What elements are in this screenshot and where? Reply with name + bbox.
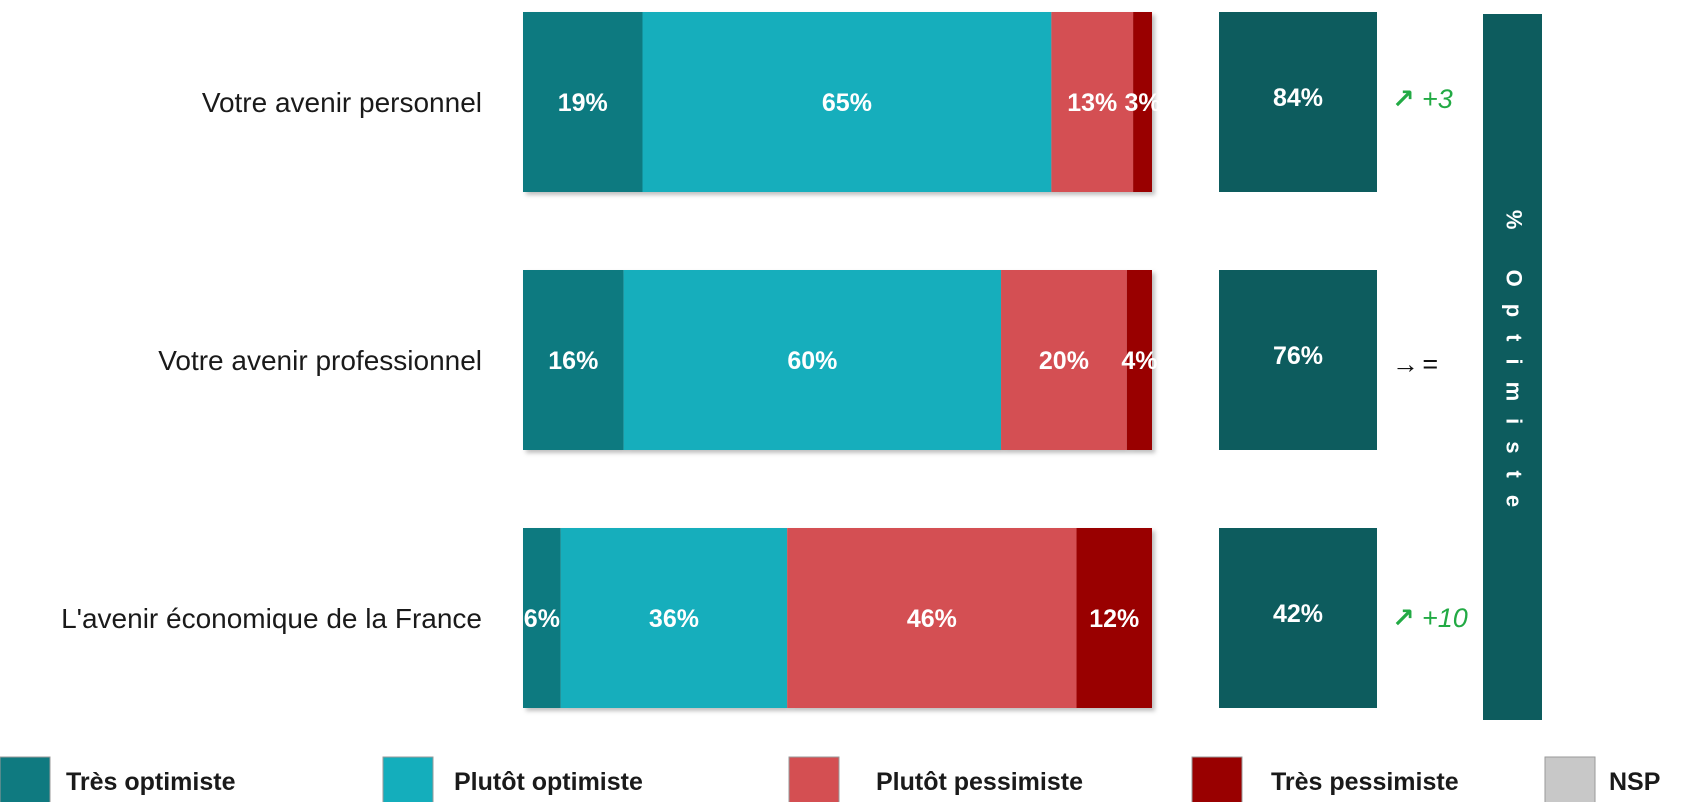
trend-layer: ↗ +3→ =↗ +10 (1392, 84, 1468, 633)
bar-segment (1001, 270, 1127, 450)
optimiste-total-label: 42% (1273, 600, 1323, 628)
bar-segment (560, 528, 788, 708)
trend-value: +3 (1422, 84, 1453, 114)
category-label: Votre avenir professionnel (158, 345, 482, 376)
segment-label: 65% (822, 89, 872, 117)
segment-label: 12% (1089, 605, 1139, 633)
segment-label: 46% (907, 605, 957, 633)
bar-segment (1133, 12, 1152, 192)
category-label: Votre avenir personnel (202, 87, 482, 118)
segment-label: 36% (649, 605, 699, 633)
legend-swatch (0, 756, 51, 802)
trend-indicator: ↗ +3 (1392, 84, 1453, 114)
legend-swatch (788, 756, 840, 802)
legend-label: NSP (1609, 768, 1660, 796)
trend-indicator: → = (1392, 349, 1438, 379)
bars-layer: Votre avenir personnel 19% 65% 13% 3% Votre a… (61, 12, 1161, 708)
legend-item: NSP (1544, 756, 1660, 802)
optimiste-total-box (1219, 528, 1377, 708)
optimiste-total-box (1219, 270, 1377, 450)
bar-segment (523, 12, 643, 192)
legend-item: Plutôt pessimiste (788, 756, 1083, 802)
optimiste-panel-bg (1483, 14, 1542, 720)
legend-label: Plutôt pessimiste (876, 768, 1083, 796)
bar-segment (787, 528, 1077, 708)
bar-segment (523, 528, 561, 708)
stacked-bar (523, 528, 1152, 708)
trend-arrow-icon: → (1392, 349, 1419, 379)
category-label: L'avenir économique de la France (61, 603, 482, 634)
segment-label: 4% (1121, 347, 1157, 375)
optimiste-total-label: 84% (1273, 84, 1323, 112)
trend-value: +10 (1422, 603, 1468, 633)
optimiste-panel: % Optimiste (1483, 14, 1542, 720)
segment-label: 3% (1124, 89, 1160, 117)
legend-swatch (1544, 756, 1596, 802)
legend-item: Très pessimiste (1191, 756, 1459, 802)
legend-item: Très optimiste (0, 756, 236, 802)
bar-segment (623, 270, 1002, 450)
bar-segment (1076, 528, 1152, 708)
stacked-bar (523, 12, 1152, 192)
bar-segment (1051, 12, 1134, 192)
trend-value: = (1422, 349, 1438, 379)
stacked-bar (523, 270, 1152, 450)
segment-label: 6% (524, 605, 560, 633)
legend-swatch (382, 756, 434, 802)
trend-indicator: ↗ +10 (1392, 603, 1468, 633)
bar-segment (642, 12, 1052, 192)
segment-label: 19% (558, 89, 608, 117)
legend-label: Très optimiste (66, 768, 236, 796)
segment-label: 20% (1039, 347, 1089, 375)
segment-label: 60% (787, 347, 837, 375)
trend-arrow-icon: ↗ (1392, 84, 1415, 114)
segment-label: 13% (1067, 89, 1117, 117)
bar-segment (523, 270, 624, 450)
optimiste-panel-label: % Optimiste (1502, 210, 1527, 524)
optimiste-total-box (1219, 12, 1377, 192)
legend: Très optimiste Plutôt optimiste Plutôt pes… (0, 756, 1660, 802)
legend-item: Plutôt optimiste (382, 756, 643, 802)
bar-segment (1126, 270, 1152, 450)
legend-label: Très pessimiste (1271, 768, 1459, 796)
segment-label: 16% (548, 347, 598, 375)
totals-layer: 84% 76% 42% (1219, 12, 1377, 708)
legend-label: Plutôt optimiste (454, 768, 643, 796)
trend-arrow-icon: ↗ (1392, 603, 1415, 633)
legend-swatch (1191, 756, 1243, 802)
optimiste-total-label: 76% (1273, 342, 1323, 370)
